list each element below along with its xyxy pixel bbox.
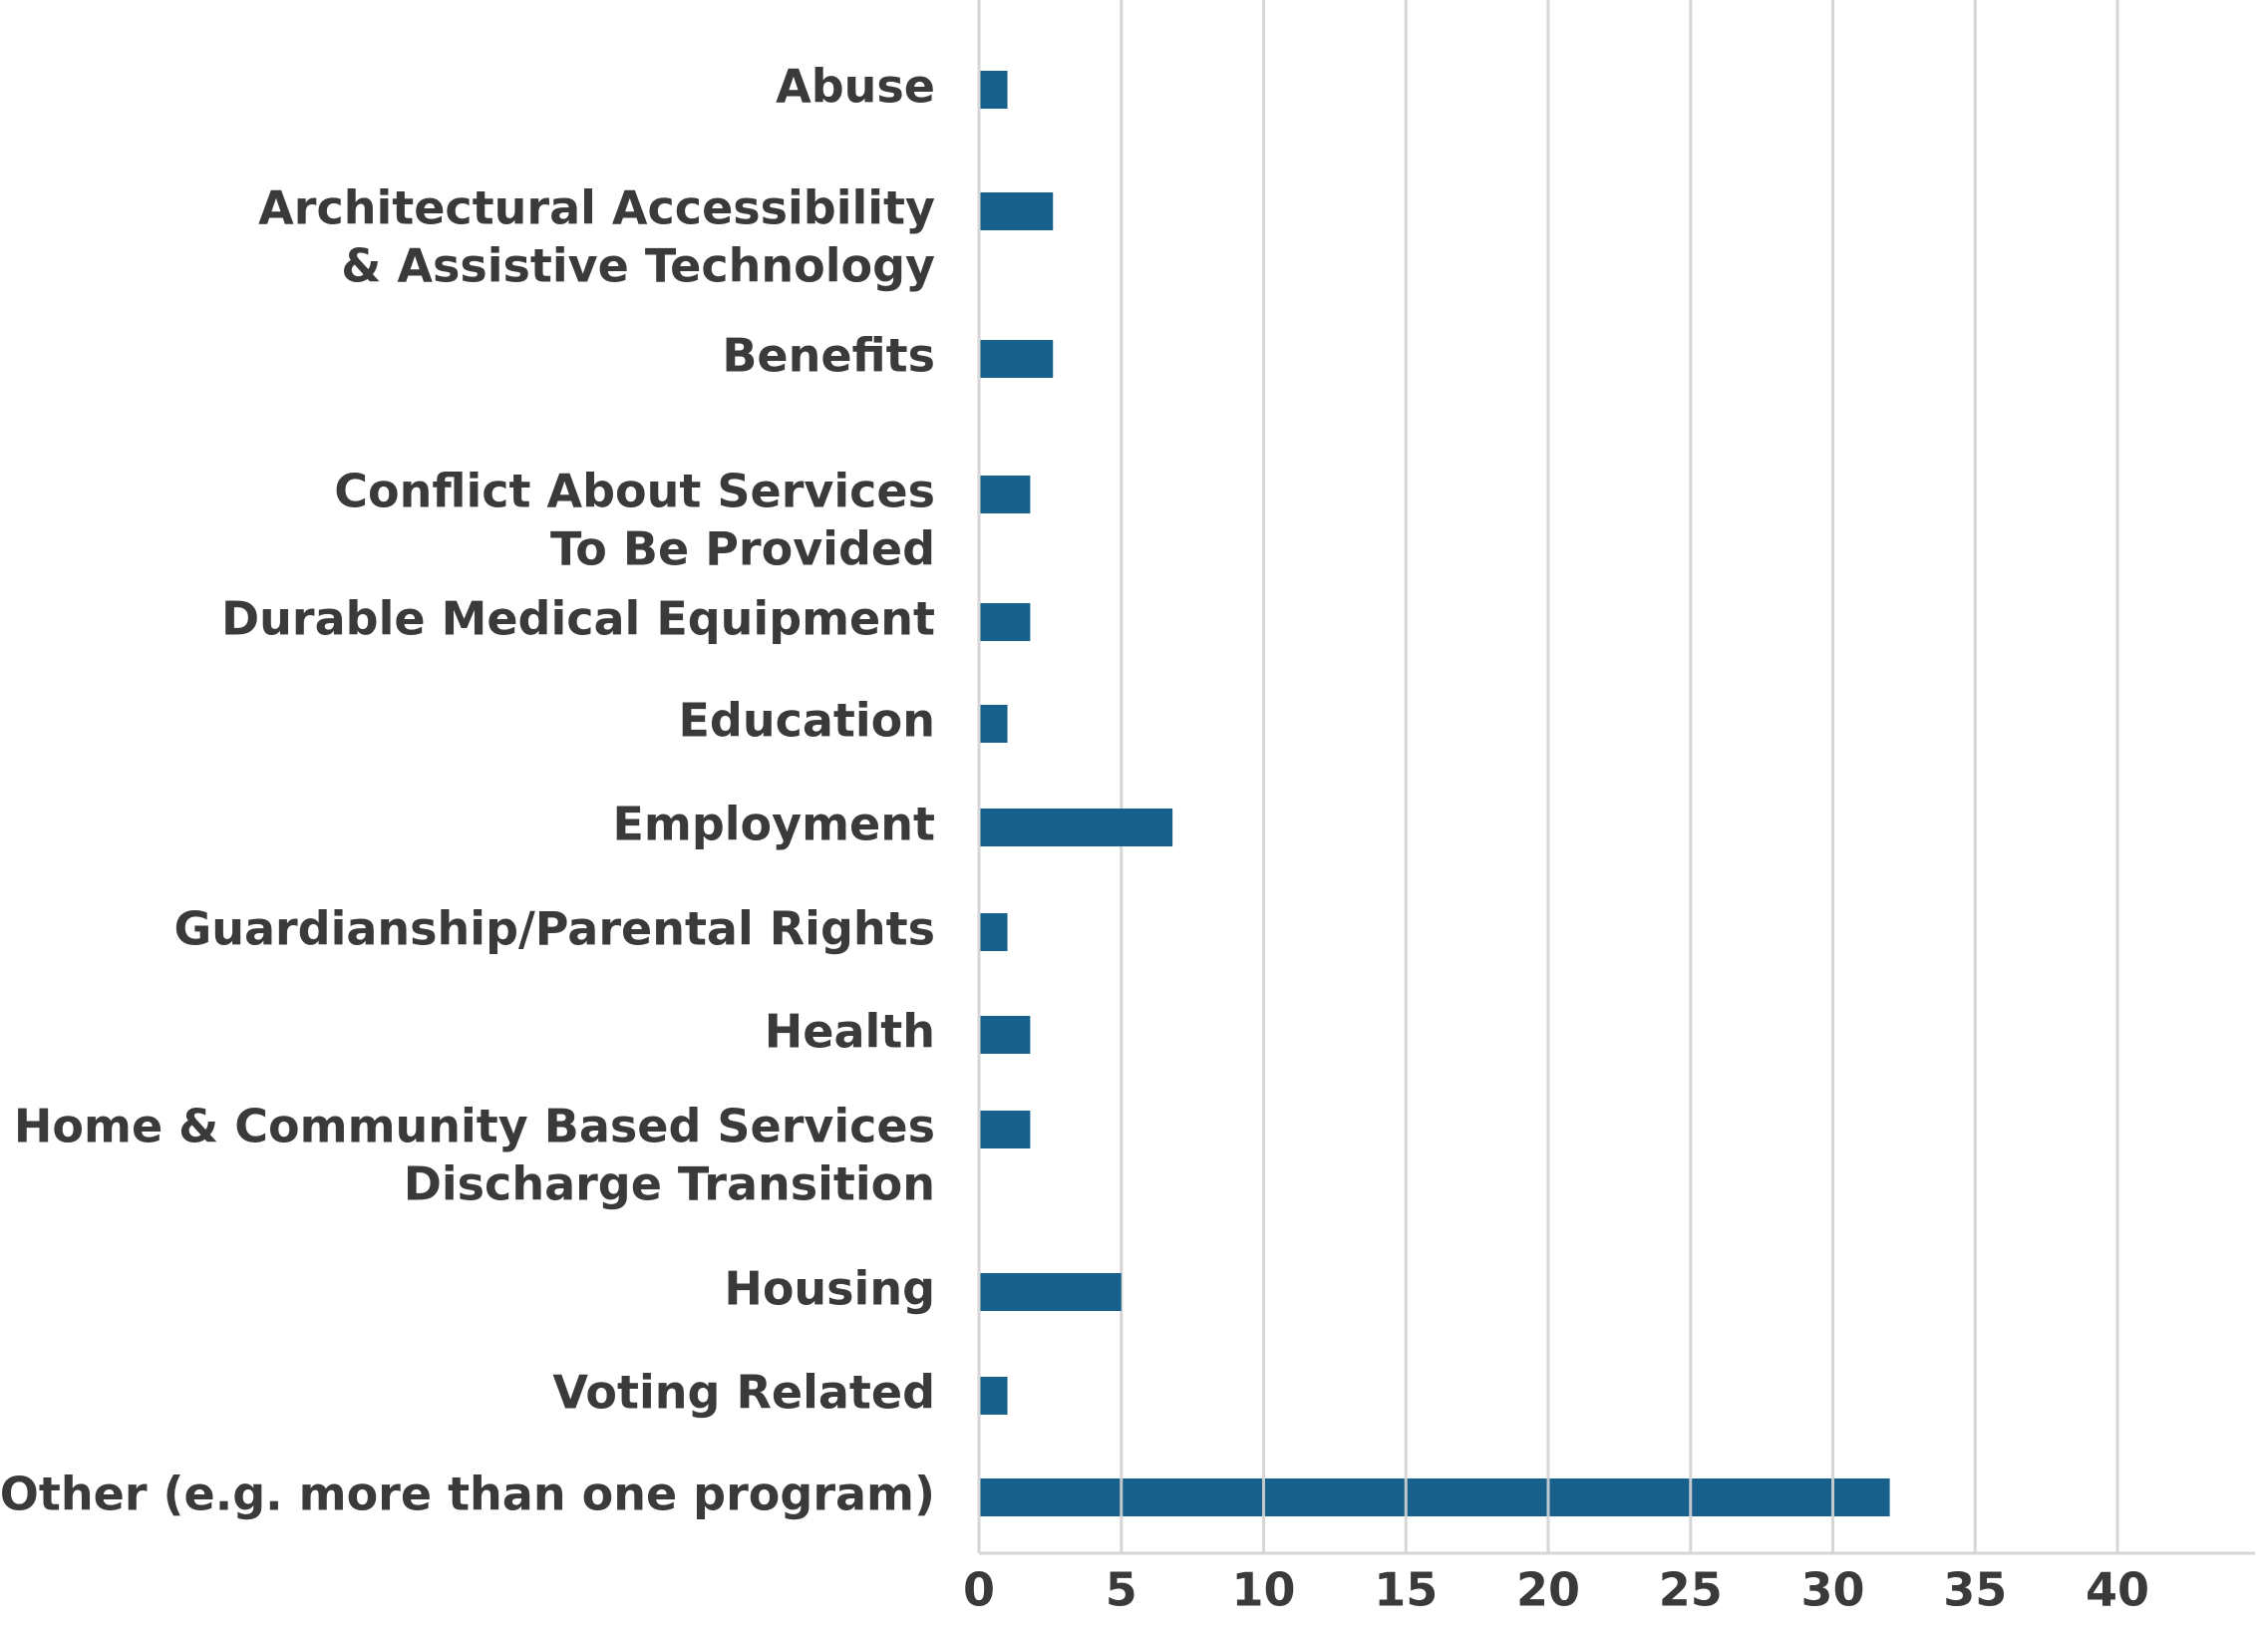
category-label-2: Benefits [722, 329, 935, 383]
category-label-5: Education [678, 694, 935, 748]
bar-12 [979, 1478, 1890, 1516]
x-tick-label-5: 5 [1106, 1563, 1137, 1617]
x-tick-label-30: 30 [1800, 1563, 1864, 1617]
category-label-8: Health [765, 1005, 935, 1059]
x-tick-label-20: 20 [1516, 1563, 1580, 1617]
category-label-1-line-0: Architectural Accessibility [258, 181, 935, 235]
grid-lines [1120, 0, 2119, 1553]
bar-4 [979, 603, 1031, 641]
bar-10 [979, 1273, 1122, 1311]
x-tick-label-0: 0 [963, 1563, 995, 1617]
bar-3 [979, 476, 1031, 513]
bar-11 [979, 1377, 1008, 1415]
bars [979, 71, 1890, 1516]
category-label-9-line-0: Home & Community Based Services [14, 1100, 935, 1153]
category-label-6: Employment [612, 798, 935, 851]
x-tick-label-10: 10 [1231, 1563, 1295, 1617]
x-tick-label-35: 35 [1943, 1563, 2007, 1617]
x-tick-label-15: 15 [1374, 1563, 1438, 1617]
category-label-12: Other (e.g. more than one program) [0, 1468, 935, 1521]
category-label-4: Durable Medical Equipment [221, 592, 935, 646]
x-tick-label-40: 40 [2086, 1563, 2149, 1617]
bar-7 [979, 913, 1008, 951]
bar-9 [979, 1111, 1031, 1148]
category-label-10: Housing [724, 1262, 935, 1316]
bar-5 [979, 705, 1008, 743]
bar-6 [979, 809, 1173, 846]
category-label-1-line-1: & Assistive Technology [341, 239, 935, 293]
tick-labels: 0 5 10 15 20 25 30 35 40 [963, 1563, 2149, 1617]
category-label-9-line-1: Discharge Transition [404, 1157, 935, 1211]
category-label-7: Guardianship/Parental Rights [173, 902, 935, 956]
category-label-11: Voting Related [552, 1366, 935, 1420]
bar-1 [979, 192, 1054, 230]
bar-0 [979, 71, 1008, 109]
x-tick-label-25: 25 [1659, 1563, 1723, 1617]
category-labels: Abuse Architectural Accessibility& Assist… [0, 60, 935, 1521]
bar-8 [979, 1016, 1031, 1054]
category-label-0: Abuse [776, 60, 935, 114]
axes [977, 0, 2255, 1555]
category-label-3-line-0: Conflict About Services [334, 465, 935, 518]
bar-2 [979, 340, 1054, 378]
category-label-3-line-1: To Be Provided [550, 522, 935, 576]
